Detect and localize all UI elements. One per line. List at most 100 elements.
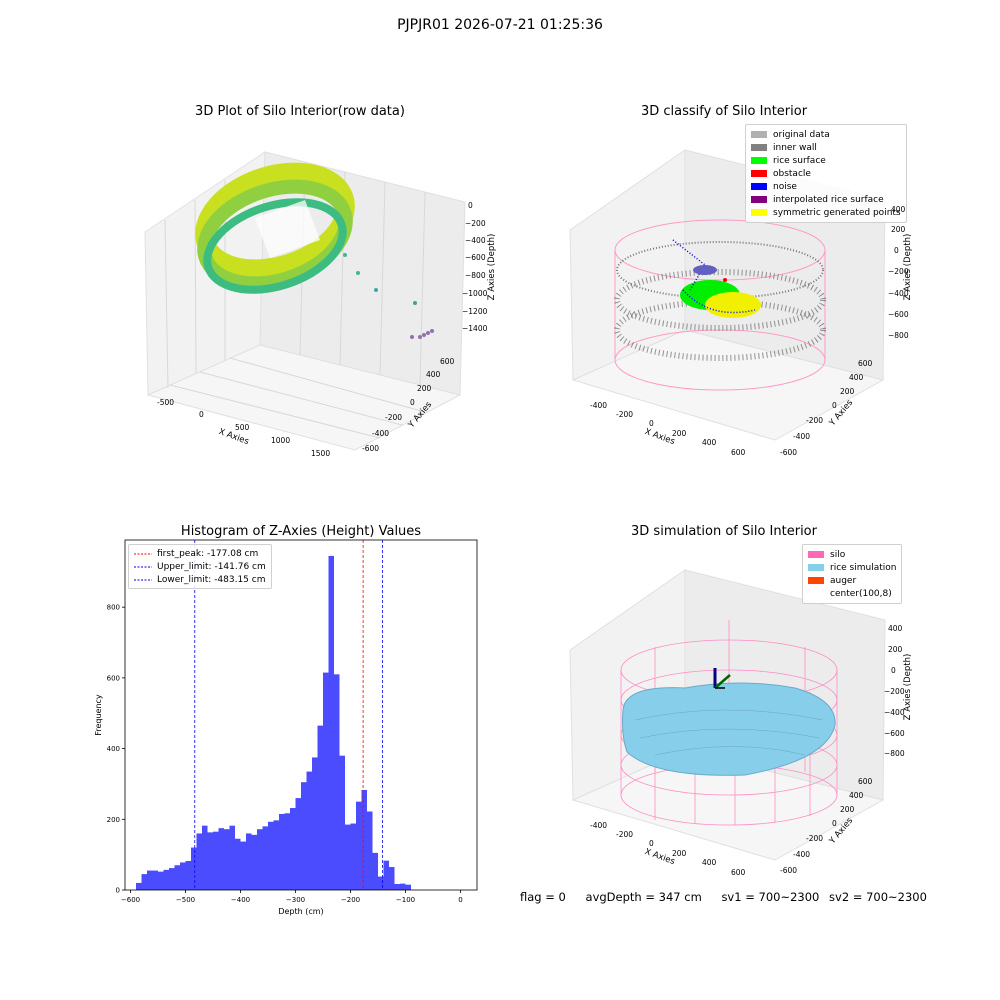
classify-ytick: -400	[793, 432, 811, 441]
classify-ytick: -200	[806, 416, 824, 425]
legend-swatch	[808, 590, 824, 597]
histogram-bar	[361, 789, 367, 890]
legend-label: obstacle	[773, 168, 811, 179]
simulation-3d-plot	[569, 569, 886, 861]
simulation-xtick: 600	[731, 868, 746, 877]
histogram-bar	[372, 852, 378, 890]
legend-entry: inner wall	[751, 141, 901, 154]
legend-swatch	[751, 157, 767, 164]
simulation-ytick: 0	[832, 819, 837, 828]
legend-entry: auger	[808, 574, 896, 587]
histogram-xtick-label: −600	[121, 896, 140, 904]
status-avg-depth: avgDepth = 347 cm	[585, 890, 702, 904]
legend-entry: silo	[808, 548, 896, 561]
legend-swatch	[751, 209, 767, 216]
raw-ytick: 400	[426, 370, 441, 379]
simulation-zlabel: Z Axies (Depth)	[903, 653, 913, 721]
classify-xtick: -200	[616, 410, 634, 419]
histogram-bar	[174, 865, 180, 890]
figure-title: PJPJR01 2026-07-21 01:25:36	[397, 17, 603, 33]
simulation-rice-surface	[622, 682, 836, 776]
simulation-ytick: 600	[858, 777, 873, 786]
histogram-xtick-label: 0	[458, 896, 462, 904]
raw-axes-box	[144, 151, 466, 451]
raw-ztick: −600	[465, 253, 486, 262]
simulation-xtick: 200	[672, 849, 687, 858]
legend-entry: rice simulation	[808, 561, 896, 574]
simulation-xtick: 400	[702, 858, 717, 867]
legend-entry: noise	[751, 180, 901, 193]
status-sv1: sv1 = 700~2300	[721, 890, 820, 904]
legend-label: symmetric generated points	[773, 207, 901, 218]
histogram-ytick-label: 0	[116, 887, 120, 895]
legend-entry: center(100,8)	[808, 587, 896, 600]
simulation-ztick: 400	[888, 624, 903, 633]
simulation-ztick: −600	[884, 729, 905, 738]
raw-xtick: 500	[235, 423, 250, 432]
raw-ztick: −1400	[462, 324, 488, 333]
classify-ytick: -600	[780, 448, 798, 457]
legend-label: first_peak: -177.08 cm	[157, 548, 259, 559]
legend-line-swatch	[134, 566, 152, 567]
histogram-xtick-label: −200	[341, 896, 360, 904]
legend-entry: Lower_limit: -483.15 cm	[134, 573, 266, 586]
classify-ztick: −600	[888, 310, 909, 319]
legend-label: interpolated rice surface	[773, 194, 884, 205]
histogram-bar	[262, 826, 268, 890]
legend-label: silo	[830, 549, 846, 560]
histogram-bar	[279, 813, 285, 890]
classify-ztick: 0	[894, 246, 899, 255]
raw-3d-plot	[144, 151, 466, 451]
histogram-axes	[124, 539, 478, 891]
simulation-ytick: -600	[780, 866, 798, 875]
raw-ytick: 0	[410, 398, 415, 407]
legend-swatch	[751, 170, 767, 177]
histogram-bar	[196, 833, 202, 890]
histogram-bar	[295, 798, 301, 890]
histogram-legend: first_peak: -177.08 cm Upper_limit: -141…	[128, 544, 272, 589]
legend-swatch	[751, 144, 767, 151]
legend-entry: rice surface	[751, 154, 901, 167]
histogram-bar	[136, 882, 142, 890]
histogram-bar	[218, 828, 224, 890]
simulation-auger	[713, 668, 731, 689]
raw-ztick: −200	[465, 219, 486, 228]
classify-xtick: 200	[672, 429, 687, 438]
histogram-bar	[169, 868, 175, 890]
classify-panel-title: 3D classify of Silo Interior	[640, 104, 808, 119]
legend-swatch	[751, 183, 767, 190]
simulation-ytick: -400	[793, 850, 811, 859]
classify-xtick: 0	[649, 419, 654, 428]
classify-ytick: 600	[858, 359, 873, 368]
status-line: flag = 0 avgDepth = 347 cm sv1 = 700~230…	[520, 890, 943, 904]
histogram-xlabel: Depth (cm)	[278, 907, 323, 916]
histogram-bar	[147, 870, 153, 890]
classify-legend: original data inner wall rice surface ob…	[745, 124, 907, 223]
classify-rice-surface	[672, 239, 761, 318]
histogram-bar	[229, 825, 235, 890]
histogram-bars	[136, 555, 411, 890]
histogram-bar	[185, 861, 191, 890]
raw-ytick: -600	[362, 444, 380, 453]
histogram-ylabel: Frequency	[94, 694, 103, 736]
simulation-ztick: −200	[884, 687, 905, 696]
histogram-bar	[405, 884, 411, 890]
legend-line-swatch	[134, 553, 152, 554]
histogram-bar	[394, 883, 400, 890]
histogram-bar	[350, 823, 356, 890]
legend-label: noise	[773, 181, 797, 192]
histogram-bar	[323, 672, 329, 890]
legend-swatch	[808, 551, 824, 558]
histogram-bar	[191, 847, 197, 890]
simulation-xtick: 0	[649, 839, 654, 848]
histogram-xtick-label: −300	[286, 896, 305, 904]
histogram-bar	[224, 829, 230, 890]
histogram-bar	[383, 860, 389, 890]
simulation-ztick: 0	[891, 666, 896, 675]
raw-panel-title: 3D Plot of Silo Interior(row data)	[195, 104, 405, 119]
classify-ytick: 400	[849, 373, 864, 382]
histogram-bar	[345, 824, 351, 890]
status-sv2: sv2 = 700~2300	[829, 890, 927, 904]
legend-entry: Upper_limit: -141.76 cm	[134, 560, 266, 573]
histogram-title: Histogram of Z-Axies (Height) Values	[180, 524, 422, 539]
